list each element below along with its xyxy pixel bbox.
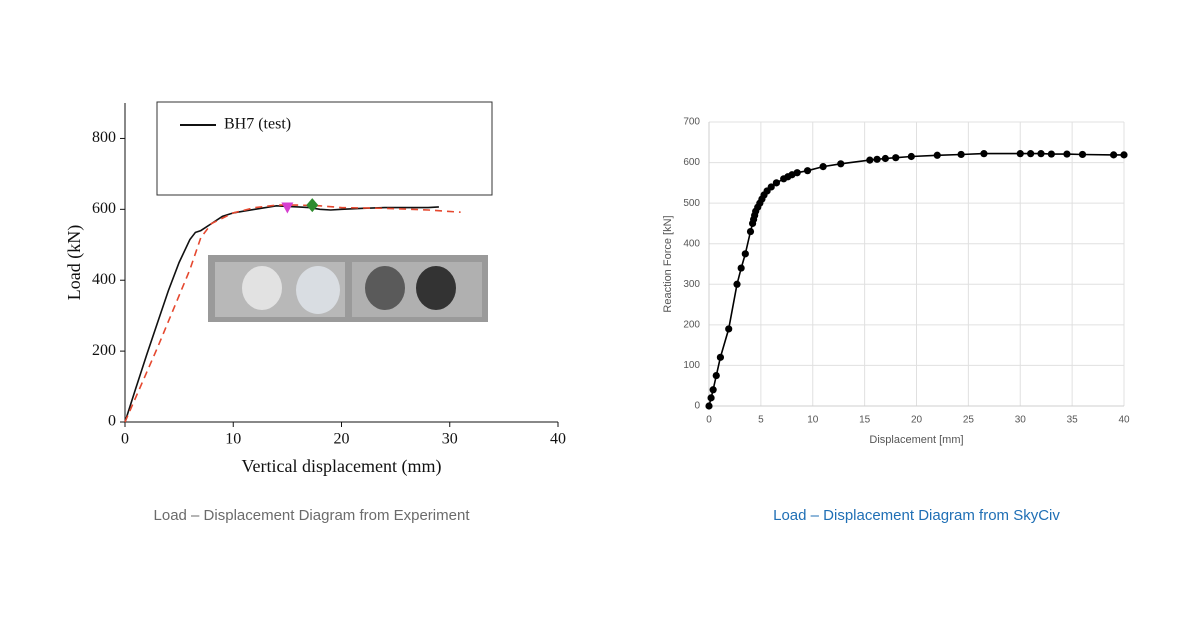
point	[907, 152, 915, 161]
y-tick-label: 100	[683, 360, 700, 371]
point	[1063, 150, 1071, 158]
point	[733, 280, 741, 288]
x-tick-label: 40	[550, 431, 566, 448]
y-axis-label: Load (kN)	[64, 225, 85, 300]
point	[892, 154, 900, 162]
point	[709, 386, 717, 394]
x-tick-label: 25	[963, 415, 975, 426]
x-tick-label: 0	[706, 415, 712, 426]
y-tick-label: 700	[683, 117, 700, 128]
x-tick-label: 30	[442, 431, 458, 448]
y-tick-label: 400	[683, 238, 700, 249]
point	[957, 150, 965, 159]
point	[746, 227, 755, 236]
point	[980, 150, 988, 158]
y-tick-label: 500	[683, 198, 700, 209]
point	[933, 151, 941, 159]
point	[803, 167, 812, 175]
y-tick-label: 600	[683, 157, 700, 168]
point	[881, 154, 889, 163]
photo	[208, 255, 488, 322]
point	[741, 250, 749, 258]
point	[725, 325, 733, 333]
y-tick-label: 300	[683, 279, 700, 290]
y-axis-label: Reaction Force [kN]	[662, 215, 674, 312]
point	[772, 179, 781, 187]
y-tick-label: 0	[108, 413, 116, 430]
point	[1037, 150, 1045, 158]
x-tick-label: 10	[807, 415, 819, 426]
x-tick-label: 5	[758, 415, 764, 426]
point	[1078, 150, 1087, 159]
y-tick-label: 400	[92, 271, 116, 288]
chart-title: Load – Displacement Diagram from Experim…	[154, 507, 471, 524]
legend-box	[156, 101, 493, 196]
point	[793, 169, 801, 177]
x-tick-label: 0	[121, 431, 129, 448]
x-tick-label: 15	[859, 415, 871, 426]
point	[866, 156, 874, 164]
y-tick-label: 200	[92, 342, 116, 359]
point	[1110, 151, 1118, 159]
point	[1047, 150, 1055, 158]
series-line	[124, 204, 439, 423]
marker	[281, 202, 294, 214]
point	[716, 353, 725, 361]
point	[873, 155, 881, 163]
point	[767, 183, 775, 191]
point	[707, 394, 715, 402]
y-tick-label: 0	[694, 401, 700, 412]
marker	[306, 198, 319, 213]
point	[705, 402, 713, 410]
x-axis-label: Vertical displacement (mm)	[242, 456, 442, 477]
x-axis-label: Displacement [mm]	[869, 434, 963, 446]
point	[1016, 150, 1024, 158]
point	[1120, 151, 1128, 159]
x-tick-label: 20	[911, 415, 923, 426]
legend-label: BH7 (test)	[224, 116, 291, 133]
x-tick-label: 30	[1015, 415, 1027, 426]
x-tick-label: 40	[1118, 415, 1130, 426]
y-tick-label: 800	[92, 129, 116, 146]
x-tick-label: 10	[225, 431, 241, 448]
point	[837, 160, 845, 168]
point	[737, 264, 745, 272]
chart-title: Load – Displacement Diagram from SkyCiv	[773, 507, 1060, 524]
y-tick-label: 200	[683, 319, 700, 330]
x-tick-label: 35	[1067, 415, 1079, 426]
series-line	[124, 204, 461, 423]
y-tick-label: 600	[92, 200, 116, 217]
point	[1027, 150, 1035, 158]
point	[712, 371, 720, 380]
point	[819, 163, 827, 171]
x-tick-label: 20	[334, 431, 350, 448]
